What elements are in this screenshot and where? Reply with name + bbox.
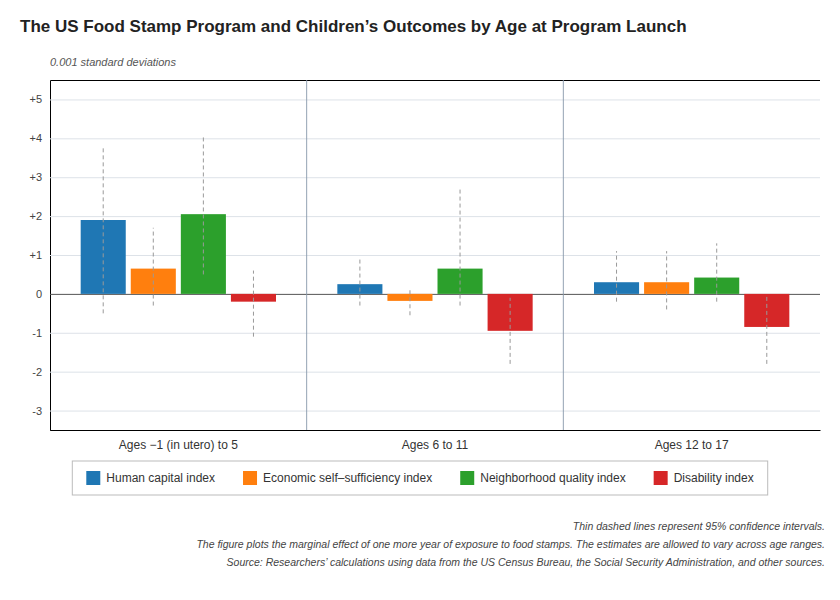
chart: The US Food Stamp Program and Children’s…: [0, 0, 840, 600]
grid-line: [50, 333, 820, 334]
error-bar: [716, 243, 717, 301]
error-bar: [460, 189, 461, 306]
legend-item: Human capital index: [86, 471, 215, 485]
grid-line: [50, 138, 820, 139]
legend-item: Disability index: [654, 471, 754, 485]
y-axis: -3 -2 -1 0 +1 +2 +3 +4 +5: [29, 81, 820, 431]
y-tick-label: +4: [29, 132, 42, 144]
grid-line: [50, 177, 820, 178]
y-tick-label: +3: [29, 171, 42, 183]
grid-line: [50, 99, 820, 100]
x-tick: Ages −1 (in utero) to 5: [119, 430, 238, 452]
y-tick: +2: [29, 210, 820, 222]
series: [181, 134, 739, 305]
x-tick: Ages 12 to 17: [655, 430, 729, 452]
y-tick-label: -1: [32, 327, 42, 339]
footnote: The figure plots the marginal effect of …: [196, 538, 825, 550]
y-tick: +3: [29, 171, 820, 183]
marks: [81, 134, 790, 363]
plot: -3 -2 -1 0 +1 +2 +3 +4 +5 Ages −1 (in utero) to 5…: [29, 80, 820, 452]
bar: [181, 214, 226, 294]
title: The US Food Stamp Program and Children’s…: [20, 17, 687, 36]
legend-swatch: [460, 471, 474, 485]
error-bar: [103, 146, 104, 313]
legend-label: Economic self–sufficiency index: [263, 471, 432, 485]
series: [231, 271, 789, 364]
error-bar: [253, 271, 254, 337]
x-tick: Ages 6 to 11: [402, 430, 469, 452]
group-divider: [563, 80, 564, 430]
x-tick-label: Ages 6 to 11: [402, 438, 469, 452]
y-tick: +4: [29, 132, 820, 144]
x-axis-line: [51, 430, 821, 431]
legend-swatch: [654, 471, 668, 485]
series: [81, 146, 639, 313]
y-tick-label: -2: [32, 366, 42, 378]
x-axis: Ages −1 (in utero) to 5 Ages 6 to 11 Ages …: [51, 430, 821, 452]
legend-swatch: [86, 471, 100, 485]
legend-label: Human capital index: [106, 471, 215, 485]
grid-line: [50, 411, 820, 412]
error-bar: [666, 251, 667, 309]
footnote: Source: Researchers’ calculations using …: [227, 556, 825, 568]
x-tick-label: Ages 12 to 17: [655, 438, 729, 452]
legend-label: Neighborhood quality index: [480, 471, 625, 485]
group-divider: [306, 80, 307, 430]
grid-line: [50, 294, 820, 295]
y-tick-label: 0: [36, 288, 42, 300]
y-tick: +1: [29, 249, 820, 261]
error-bar: [766, 296, 767, 364]
y-tick: -2: [32, 366, 820, 378]
legend-label: Disability index: [674, 471, 754, 485]
y-tick-label: +2: [29, 210, 42, 222]
y-axis-label: 0.001 standard deviations: [50, 56, 176, 68]
y-tick: +5: [29, 93, 820, 105]
y-tick: -1: [32, 327, 820, 339]
error-bar: [510, 298, 511, 364]
legend-box: [72, 461, 767, 495]
error-bar: [203, 134, 204, 274]
legend-item: Economic self–sufficiency index: [243, 471, 432, 485]
grid-line: [50, 255, 820, 256]
legend: Human capital index Economic self–suffici…: [72, 461, 767, 495]
y-tick-label: +5: [29, 93, 42, 105]
grid-line: [50, 372, 820, 373]
y-tick-label: +1: [29, 249, 42, 261]
error-bar: [409, 288, 410, 315]
grid-line: [50, 216, 820, 217]
legend-swatch: [243, 471, 257, 485]
legend-item: Neighborhood quality index: [460, 471, 625, 485]
footnote: Thin dashed lines represent 95% confiden…: [573, 520, 825, 532]
error-bar: [616, 251, 617, 302]
error-bar: [153, 228, 154, 306]
error-bar: [359, 259, 360, 306]
x-tick-label: Ages −1 (in utero) to 5: [119, 438, 238, 452]
y-axis-line: [51, 81, 821, 431]
y-tick: -3: [32, 405, 820, 417]
y-tick-label: -3: [32, 405, 42, 417]
